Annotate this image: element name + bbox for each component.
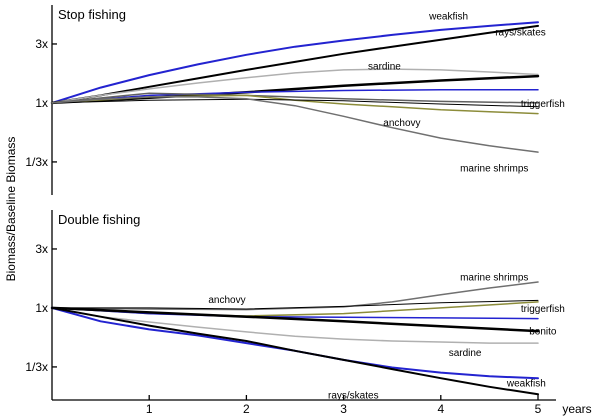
double-series-anchovy: [51, 299, 539, 310]
stop-series-marine-shrimps: [51, 96, 539, 153]
y-axis-label: Biomass/Baseline Biomass: [4, 137, 18, 282]
stop-series-triggerfish: [51, 92, 539, 104]
stop-label-sardine: sardine: [368, 62, 401, 73]
stop-label-anchovy: anchovy: [383, 118, 420, 129]
double-series-bonito: [50, 306, 540, 333]
x-tick-label: 1: [146, 402, 153, 416]
double-series-rays-skates: [51, 306, 539, 396]
stop-series-weakfish: [51, 21, 539, 104]
x-tick-label: 3: [340, 402, 347, 416]
stop-series-sardine: [51, 68, 539, 104]
double-panel-title: Double fishing: [58, 212, 140, 227]
double-label-rays-skates: rays/skates: [328, 390, 379, 401]
x-axis: 1 2 3 4 5 years: [52, 395, 592, 416]
stop-y-tick-label: 3x: [35, 37, 48, 51]
x-tick-label: 5: [535, 402, 542, 416]
stop-y-tick-label: 1/3x: [25, 155, 48, 169]
double-series-marine-shrimps: [51, 281, 539, 311]
stop-series-rays-skates: [51, 24, 539, 104]
double-label-marine-shrimps: marine shrimps: [460, 272, 528, 283]
double-y-tick-label: 1x: [35, 301, 48, 315]
double-label-anchovy: anchovy: [208, 295, 245, 306]
double-label-triggerfish: triggerfish: [521, 304, 565, 315]
stop-label-weakfish: weakfish: [428, 11, 468, 22]
stop-series-anchovy: [51, 98, 539, 108]
stop-panel-title: Stop fishing: [58, 7, 126, 22]
double-y-tick-label: 1/3x: [25, 360, 48, 374]
double-label-weakfish: weakfish: [506, 378, 546, 389]
double-label-sardine: sardine: [449, 348, 482, 359]
stop-series-unlabeled-4: [51, 88, 539, 104]
stop-label-marine-shrimps: marine shrimps: [460, 164, 528, 175]
x-tick-label: 2: [243, 402, 250, 416]
double-fishing-panel: 3x 1x 1/3x Double fishing marine shrimps anch…: [25, 210, 565, 401]
double-series-sardine: [51, 307, 539, 344]
x-tick-label: 4: [437, 402, 444, 416]
stop-y-tick-label: 1x: [35, 96, 48, 110]
double-series-unlabeled-3: [51, 307, 539, 320]
double-y-tick-label: 3x: [35, 242, 48, 256]
stop-fishing-panel: 3x 1x 1/3x Stop fishing weakfish rays/skates s…: [25, 5, 565, 195]
stop-label-rays-skates: rays/skates: [495, 27, 546, 38]
x-unit-label: years: [562, 402, 591, 416]
stop-label-triggerfish: triggerfish: [521, 99, 565, 110]
double-label-bonito: bonito: [529, 326, 557, 337]
